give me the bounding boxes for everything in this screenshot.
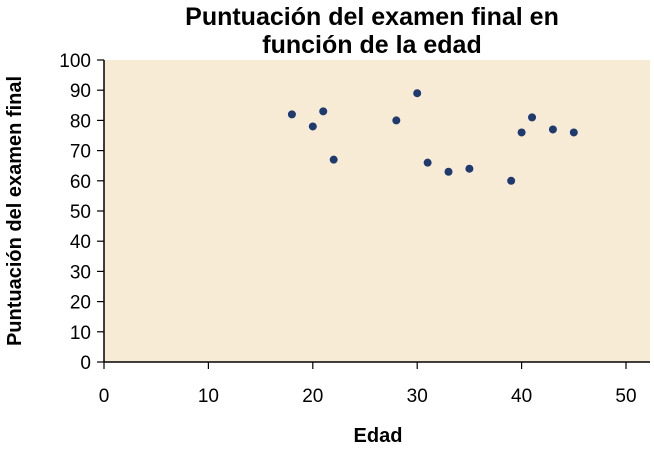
x-tick-label: 40 [511,386,532,407]
y-tick-label: 50 [70,202,91,223]
y-axis-label: Puntuación del examen final [4,76,26,346]
y-tick-label: 0 [80,353,91,374]
data-point [444,167,453,176]
data-point [308,122,317,131]
data-point [517,128,526,137]
data-point [319,107,328,116]
x-axis-label: Edad [354,425,403,447]
data-point [392,116,401,125]
y-tick-label: 20 [70,293,91,314]
x-tick-label: 30 [407,386,428,407]
data-points [287,89,578,185]
x-tick-label: 50 [615,386,636,407]
y-tick-label: 40 [70,232,91,253]
data-point [548,125,557,134]
data-point [423,158,432,167]
y-tick-label: 60 [70,172,91,193]
data-point [287,110,296,119]
data-point [413,89,422,98]
y-tick-label: 90 [70,81,91,102]
x-axis-ticks: 0 10 20 30 40 50 [99,362,637,407]
y-tick-label: 100 [59,51,91,72]
x-tick-label: 10 [198,386,219,407]
data-point [569,128,578,137]
y-tick-label: 70 [70,142,91,163]
chart-title-line-2: función de la edad [262,31,481,59]
data-point [528,113,537,122]
y-tick-label: 80 [70,111,91,132]
data-point [465,164,474,173]
x-tick-label: 0 [99,386,110,407]
y-axis-ticks: 0 10 20 30 40 50 60 70 80 90 100 [59,51,104,374]
data-point [507,176,516,185]
y-tick-label: 10 [70,323,91,344]
y-tick-label: 30 [70,262,91,283]
chart-title-line-1: Puntuación del examen final en [185,3,559,31]
data-point [329,155,338,164]
plot-area [104,60,650,362]
x-tick-label: 20 [302,386,323,407]
